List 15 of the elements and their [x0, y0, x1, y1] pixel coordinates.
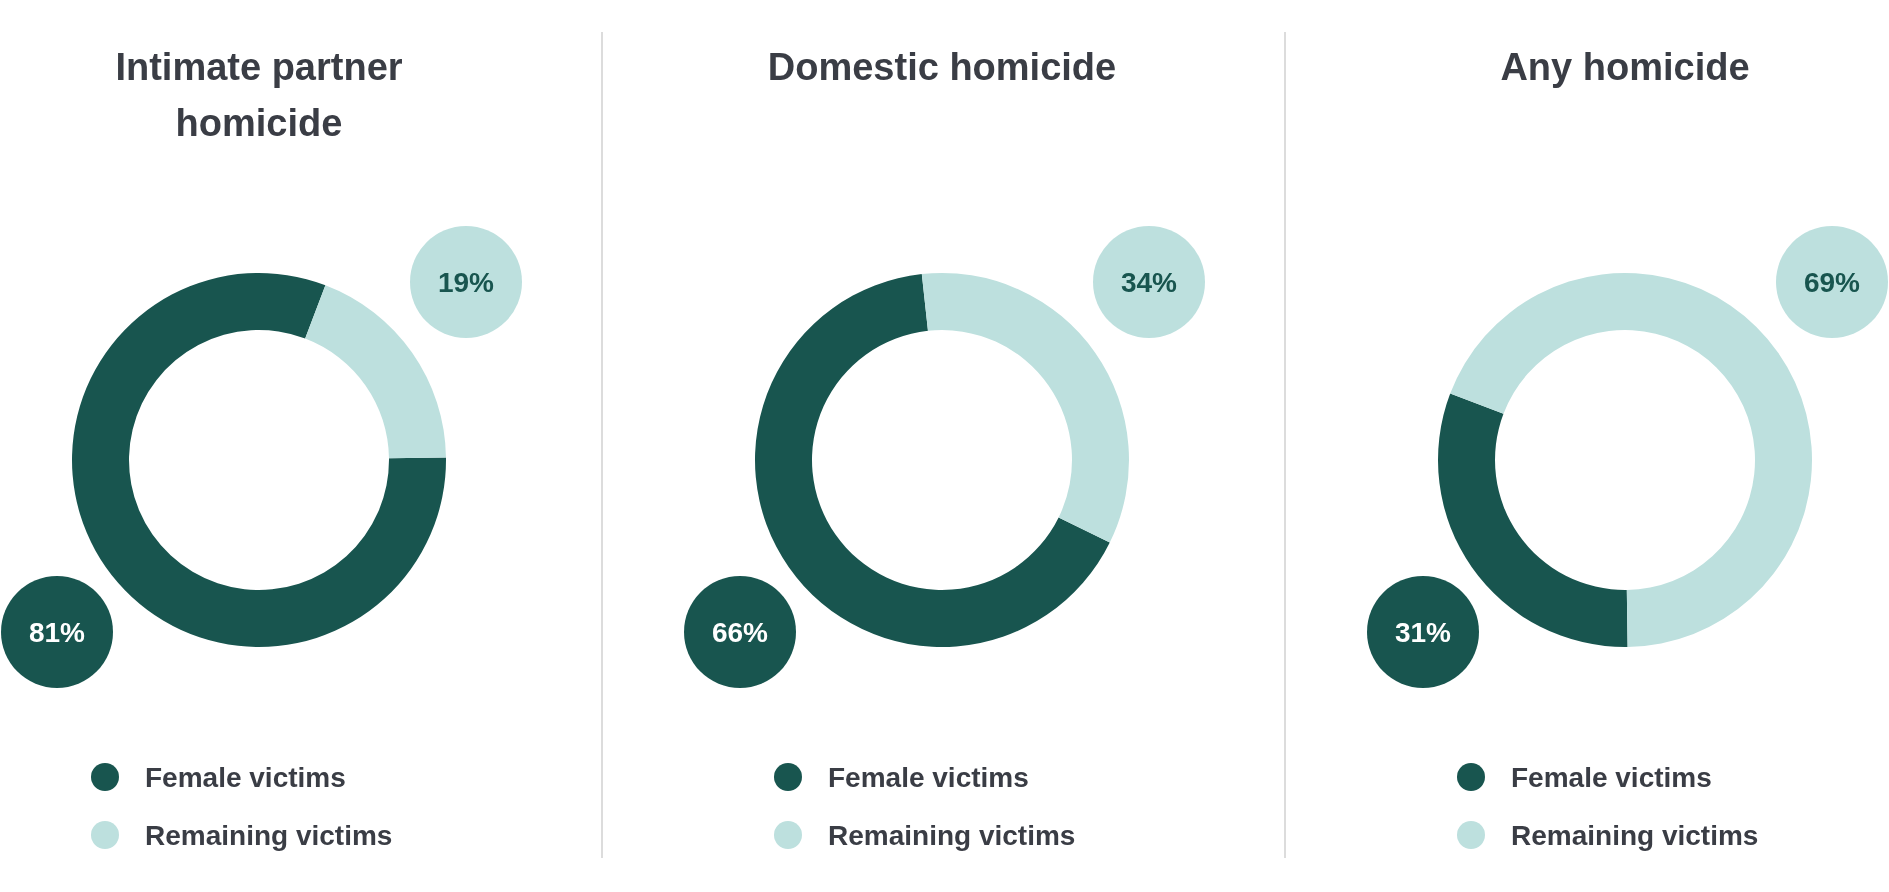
legend-label: Female victims: [828, 762, 1029, 793]
chart-title: Domestic homicide: [767, 46, 1117, 88]
legend-label: Female victims: [1511, 762, 1712, 793]
legend-label: Remaining victims: [145, 820, 393, 851]
legend-label: Remaining victims: [1511, 820, 1759, 851]
data-label: 34%: [1120, 267, 1178, 298]
data-label: 81%: [28, 617, 86, 648]
data-label: 19%: [437, 267, 495, 298]
data-label: 69%: [1803, 267, 1861, 298]
chart-title: Intimate partner homicide: [115, 46, 403, 144]
chart-title: Any homicide: [1500, 46, 1750, 88]
legend-label: Female victims: [145, 762, 346, 793]
data-label: 66%: [711, 617, 769, 648]
data-label: 31%: [1394, 617, 1452, 648]
legend-label: Remaining victims: [828, 820, 1076, 851]
